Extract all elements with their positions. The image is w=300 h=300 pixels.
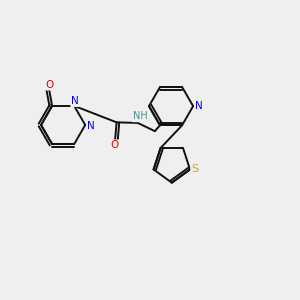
Text: NH: NH [133, 111, 148, 122]
Text: N: N [71, 96, 79, 106]
Text: O: O [45, 80, 53, 90]
Text: N: N [195, 101, 203, 111]
Text: O: O [110, 140, 118, 150]
Text: S: S [191, 164, 198, 175]
Text: N: N [87, 122, 95, 131]
